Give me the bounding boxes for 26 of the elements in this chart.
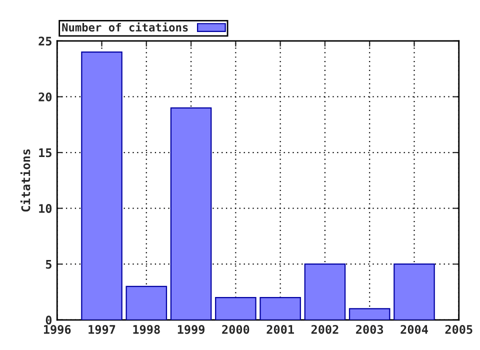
y-tick-label: 10: [39, 204, 52, 213]
bar: [260, 297, 301, 320]
legend-label: Number of citations: [62, 22, 188, 32]
x-tick-label: 2000: [222, 324, 250, 334]
y-tick-label: 15: [39, 148, 52, 158]
x-tick-label: 1996: [44, 324, 71, 334]
bar: [215, 297, 256, 320]
y-axis-title: Citations: [20, 149, 30, 212]
x-tick-label: 1998: [133, 324, 160, 334]
x-tick-label: 1999: [178, 325, 204, 334]
x-tick-label: 2004: [400, 324, 428, 334]
bar: [394, 264, 435, 320]
bar: [126, 286, 168, 320]
bar: [81, 52, 122, 320]
bar: [304, 264, 346, 320]
x-tick-label: 2002: [311, 324, 338, 334]
y-tick-label: 5: [46, 260, 52, 269]
y-tick-label: 20: [38, 92, 52, 102]
x-tick-label: 2005: [445, 324, 472, 334]
x-tick-label: 1997: [88, 325, 116, 334]
x-tick-label: 2003: [356, 324, 384, 334]
x-tick-label: 2001: [266, 324, 294, 334]
bar: [348, 308, 390, 320]
y-tick-label: 0: [46, 316, 52, 325]
y-tick-label: 25: [38, 36, 52, 46]
bar: [170, 107, 212, 320]
